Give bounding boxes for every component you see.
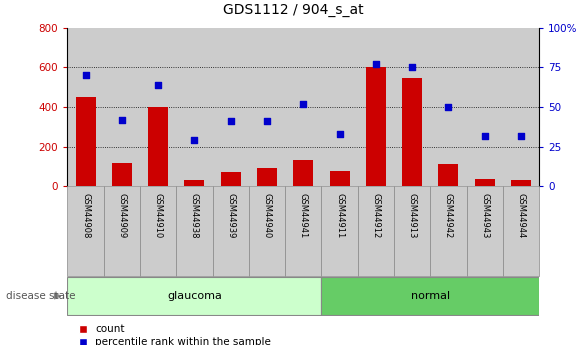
Text: GSM44943: GSM44943 [480, 194, 489, 239]
Bar [430, 28, 466, 186]
Bar [503, 28, 539, 186]
Text: GSM44911: GSM44911 [335, 194, 344, 239]
FancyBboxPatch shape [466, 186, 503, 276]
Point [335, 131, 344, 137]
Bar [402, 78, 422, 186]
Bar [67, 28, 104, 186]
Point [444, 104, 453, 110]
FancyBboxPatch shape [357, 186, 394, 276]
Bar [394, 28, 430, 186]
Point [190, 138, 199, 143]
Text: GSM44908: GSM44908 [81, 194, 90, 239]
Bar [249, 28, 285, 186]
Bar [475, 179, 495, 186]
Text: GDS1112 / 904_s_at: GDS1112 / 904_s_at [223, 3, 363, 18]
FancyBboxPatch shape [67, 186, 104, 276]
Bar [329, 171, 349, 186]
Bar [285, 28, 321, 186]
Text: GSM44942: GSM44942 [444, 194, 453, 239]
Bar [366, 67, 386, 186]
FancyBboxPatch shape [104, 186, 140, 276]
FancyBboxPatch shape [67, 277, 321, 315]
Point [516, 133, 526, 138]
Bar [112, 164, 132, 186]
Point [117, 117, 127, 122]
Bar [357, 28, 394, 186]
Bar [511, 180, 531, 186]
Point [154, 82, 163, 88]
FancyBboxPatch shape [503, 186, 539, 276]
Text: glaucoma: glaucoma [167, 291, 222, 301]
FancyBboxPatch shape [176, 186, 213, 276]
Text: GSM44909: GSM44909 [117, 194, 127, 239]
Text: normal: normal [411, 291, 450, 301]
Bar [293, 159, 314, 186]
FancyBboxPatch shape [321, 277, 539, 315]
Bar [185, 180, 205, 186]
Bar [466, 28, 503, 186]
FancyBboxPatch shape [140, 186, 176, 276]
Bar [257, 168, 277, 186]
Point [299, 101, 308, 107]
Legend: count, percentile rank within the sample: count, percentile rank within the sample [79, 324, 271, 345]
FancyBboxPatch shape [285, 186, 321, 276]
Bar [176, 28, 213, 186]
Bar [213, 28, 249, 186]
Text: GSM44910: GSM44910 [154, 194, 162, 239]
Bar [438, 165, 458, 186]
Point [480, 133, 489, 138]
Text: disease state: disease state [6, 291, 76, 301]
Text: GSM44941: GSM44941 [299, 194, 308, 239]
Bar [76, 97, 96, 186]
FancyBboxPatch shape [249, 186, 285, 276]
Text: GSM44912: GSM44912 [372, 194, 380, 239]
Point [226, 118, 236, 124]
Bar [104, 28, 140, 186]
Text: GSM44913: GSM44913 [408, 194, 417, 239]
Point [407, 65, 417, 70]
Bar [148, 107, 168, 186]
FancyBboxPatch shape [394, 186, 430, 276]
Bar [321, 28, 357, 186]
Text: GSM44939: GSM44939 [226, 194, 235, 239]
Bar [221, 172, 241, 186]
Point [263, 118, 272, 124]
FancyBboxPatch shape [213, 186, 249, 276]
FancyBboxPatch shape [321, 186, 357, 276]
Point [81, 72, 90, 78]
Text: GSM44938: GSM44938 [190, 194, 199, 239]
Text: GSM44944: GSM44944 [516, 194, 526, 239]
Text: GSM44940: GSM44940 [263, 194, 271, 239]
FancyBboxPatch shape [430, 186, 466, 276]
Point [371, 61, 380, 67]
Bar [140, 28, 176, 186]
